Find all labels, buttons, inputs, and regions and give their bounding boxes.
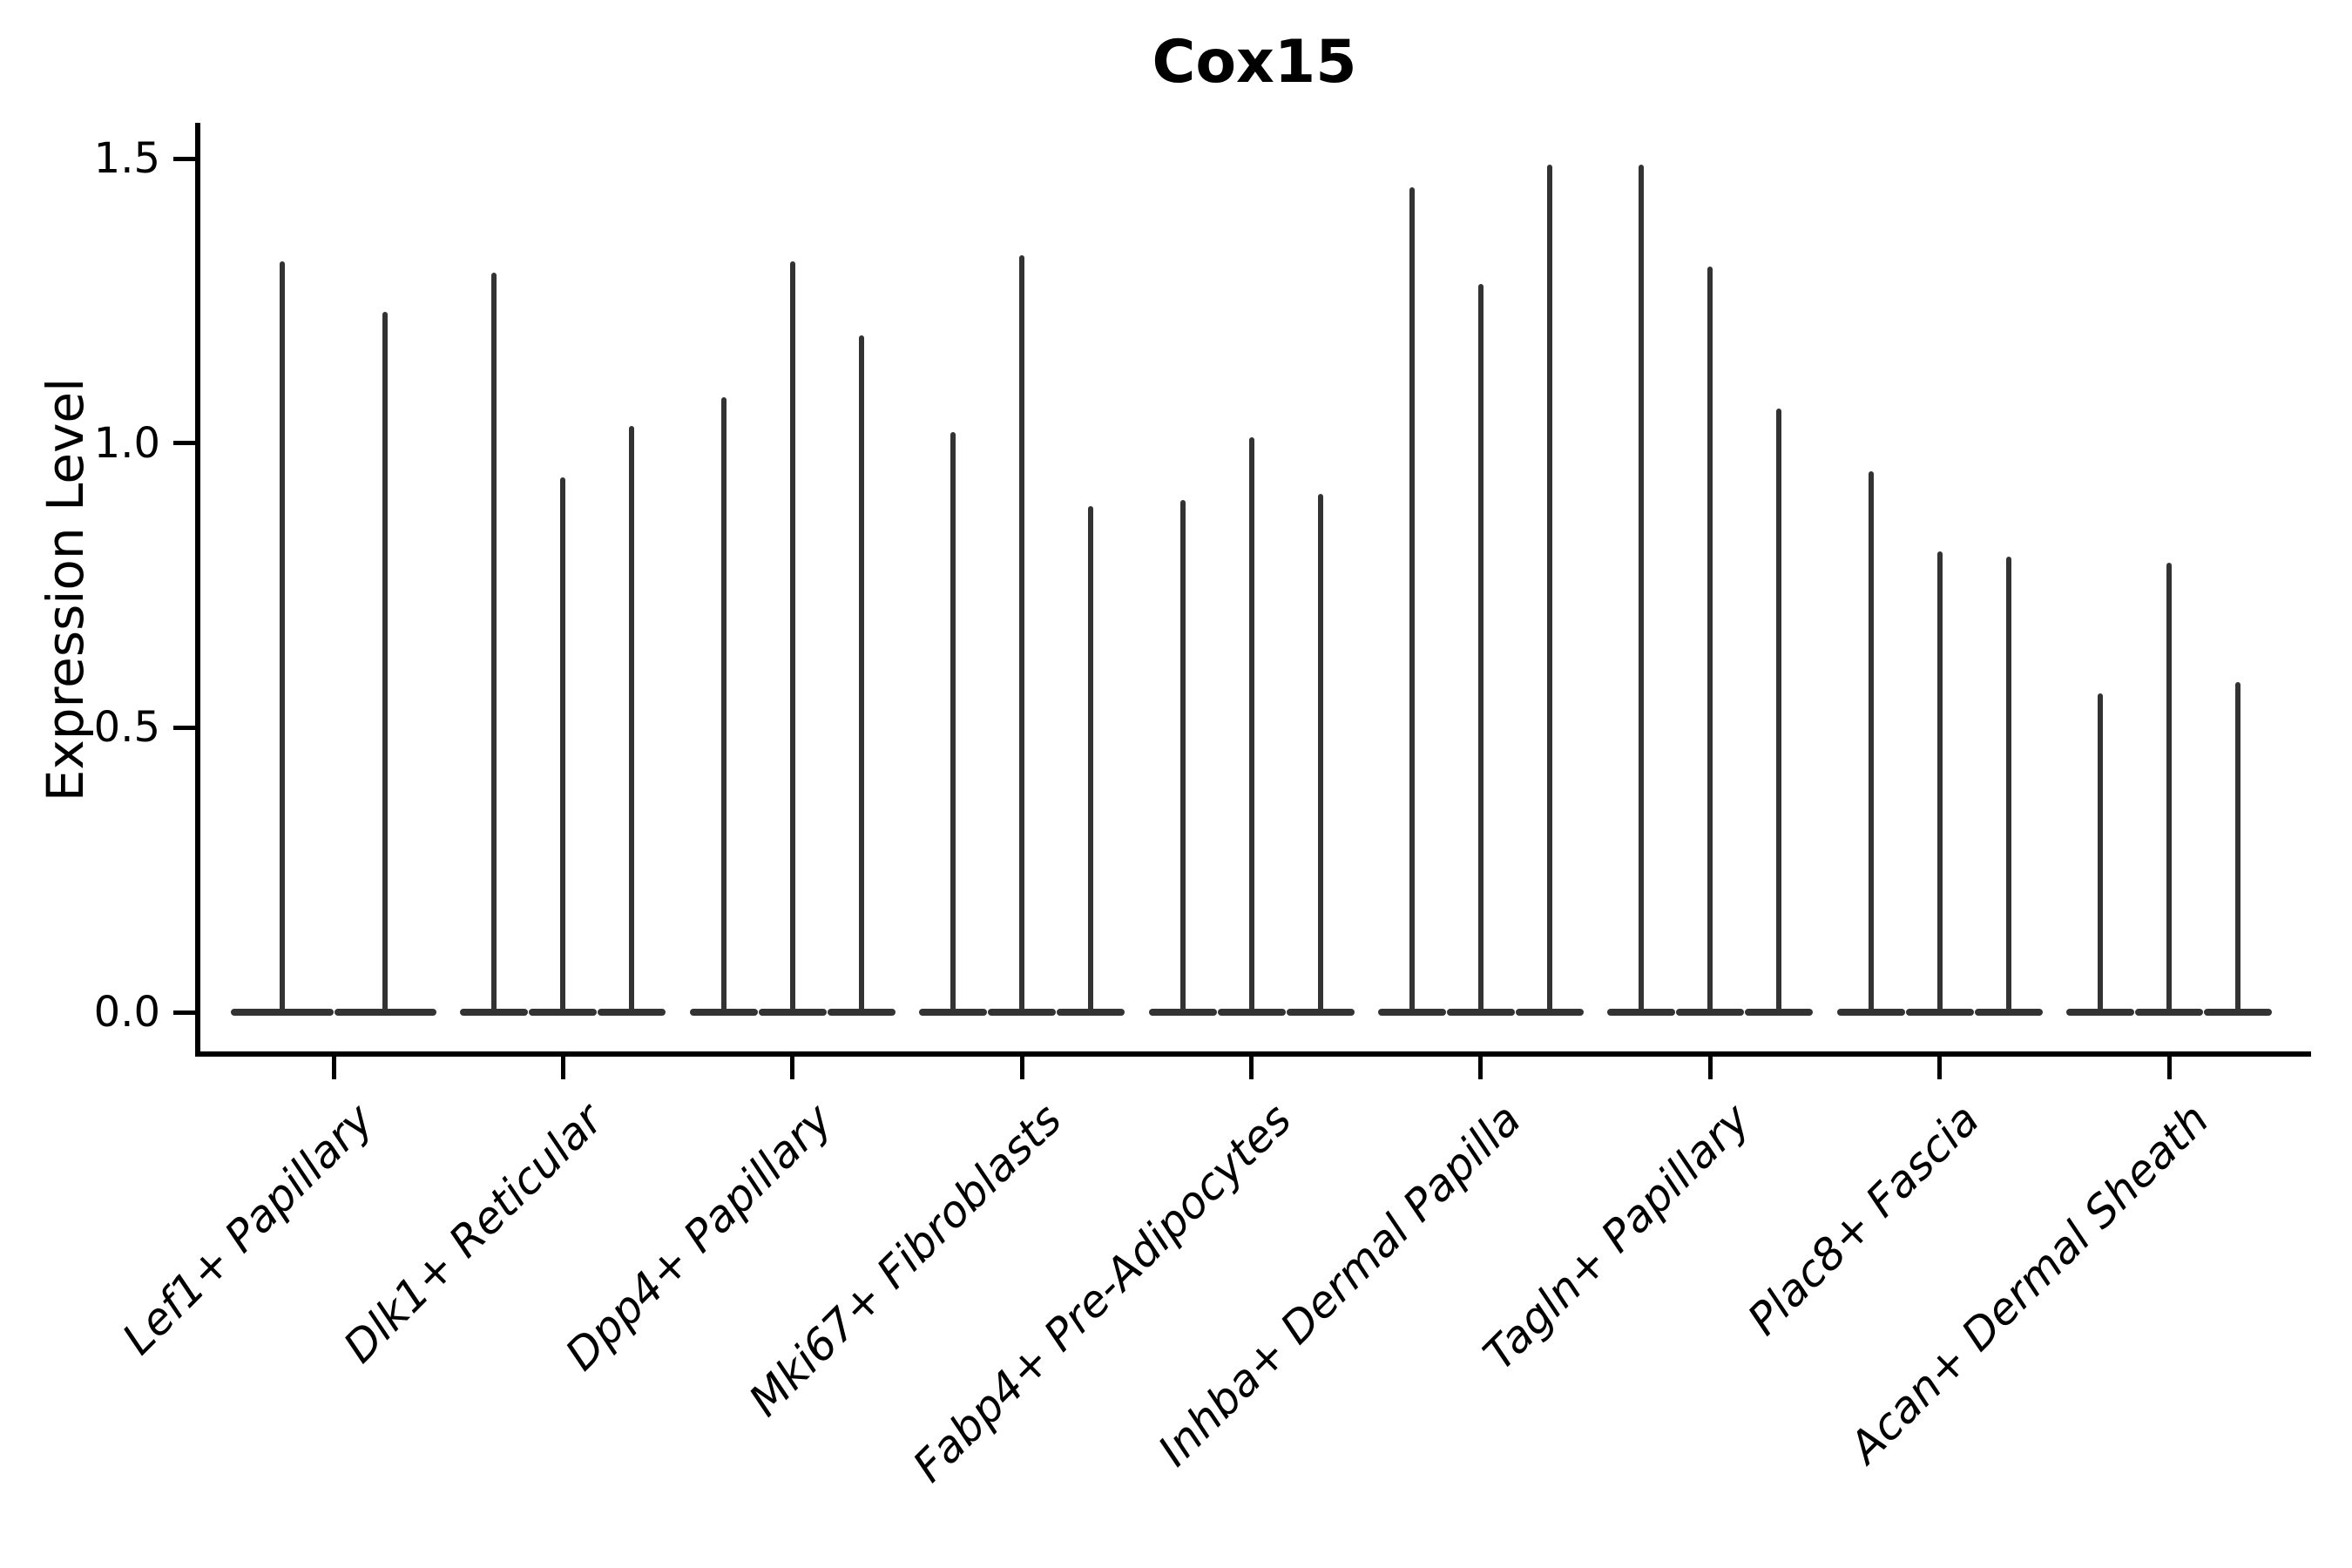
violin-spike: [1868, 471, 1874, 1016]
violin-spike: [1248, 437, 1254, 1016]
y-tick-label: 1.0: [93, 418, 160, 468]
violin-spike: [1019, 255, 1025, 1016]
x-tick: [331, 1057, 336, 1079]
x-tick: [1019, 1057, 1024, 1079]
x-tick: [2166, 1057, 2172, 1079]
y-axis-label: Expression Level: [36, 377, 95, 802]
x-tick: [1937, 1057, 1943, 1079]
violin-spike: [1546, 164, 1552, 1016]
x-tick: [1707, 1057, 1713, 1079]
violin-spike: [950, 431, 956, 1016]
violin-spike: [2005, 557, 2011, 1016]
x-axis-spine: [195, 1051, 2311, 1057]
x-tick: [1478, 1057, 1484, 1079]
violin-spike: [1317, 494, 1323, 1016]
x-tick-label: Fabp4+ Pre-Adipocytes: [902, 1093, 1301, 1492]
y-tick: [173, 725, 196, 730]
violin-spike: [1409, 186, 1415, 1016]
violin-spike: [629, 426, 635, 1016]
violin-spike: [1639, 164, 1645, 1016]
violin-spike: [1707, 267, 1713, 1016]
violin-spike: [560, 476, 566, 1016]
y-tick: [173, 156, 196, 161]
x-tick: [790, 1057, 795, 1079]
x-tick: [1249, 1057, 1254, 1079]
violin-spike: [382, 312, 389, 1016]
violin-spike: [1088, 505, 1094, 1016]
x-tick-label: Lef1+ Papillary: [112, 1093, 383, 1365]
y-tick-label: 1.5: [93, 134, 160, 183]
violin-spike: [858, 335, 864, 1016]
y-tick-label: 0.0: [93, 988, 160, 1037]
y-axis-spine: [195, 123, 200, 1057]
chart-title: Cox15: [1152, 28, 1357, 97]
violin-spike: [279, 260, 285, 1016]
y-tick: [173, 441, 196, 446]
violin-spike: [789, 260, 795, 1016]
violin-spike: [491, 272, 497, 1016]
x-tick: [560, 1057, 565, 1079]
violin-spike: [1776, 409, 1782, 1016]
y-tick: [173, 1010, 196, 1015]
violin-spike: [2098, 693, 2103, 1016]
violin-spike: [720, 397, 727, 1016]
violin-spike: [1179, 500, 1186, 1016]
violin-spike: [2235, 682, 2240, 1016]
x-tick-label: Plac8+ Fascia: [1738, 1093, 1990, 1345]
violin-spike: [2166, 562, 2172, 1016]
violin-spike: [1936, 551, 1943, 1016]
y-tick-label: 0.5: [93, 703, 160, 753]
violin-spike: [1477, 283, 1484, 1016]
